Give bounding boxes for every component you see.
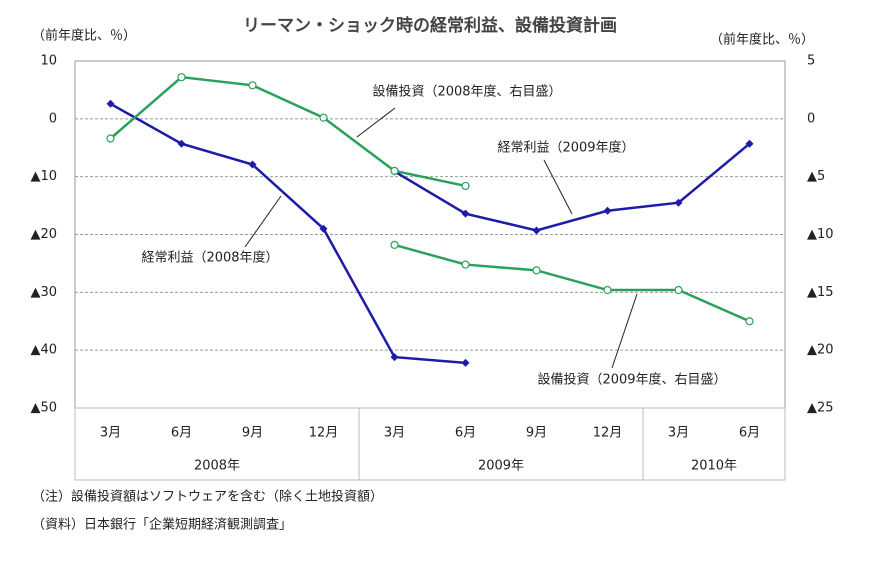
point	[461, 260, 470, 269]
series-line	[109, 102, 466, 365]
x-tick-label: 12月	[593, 426, 623, 441]
y2-tick-label: ▲15	[807, 285, 834, 300]
y2-tick-label: ▲20	[807, 343, 834, 358]
y-axis-label: （前年度比、％）	[32, 28, 136, 44]
y-tick-label: ▲10	[30, 169, 57, 184]
point	[603, 206, 612, 215]
point	[532, 226, 541, 235]
series-label: 経常利益（2008年度）	[141, 250, 278, 266]
point	[106, 134, 115, 143]
point	[603, 285, 612, 295]
y2-tick-label: 0	[807, 111, 815, 126]
series-label: 設備投資（2009年度、右目盛）	[537, 372, 726, 388]
point	[177, 139, 186, 148]
x-group-label: 2008年	[194, 459, 240, 474]
y2-tick-label: 5	[807, 54, 815, 69]
point	[390, 353, 399, 362]
point	[248, 160, 257, 169]
leader-line	[356, 107, 396, 138]
leader-line	[543, 159, 573, 215]
series-line	[394, 243, 751, 323]
point	[390, 240, 399, 250]
point	[461, 181, 470, 191]
point	[674, 285, 683, 295]
point	[319, 224, 328, 233]
point	[106, 99, 115, 108]
x-tick-label: 6月	[739, 426, 760, 441]
y-tick-label: ▲20	[30, 227, 57, 242]
chart-title: リーマン・ショック時の経常利益、設備投資計画	[243, 15, 617, 36]
x-tick-label: 6月	[455, 426, 476, 441]
y2-tick-label: ▲5	[807, 169, 825, 184]
point	[248, 81, 257, 90]
y-tick-label: 10	[40, 54, 57, 69]
y2-axis-label: （前年度比、％）	[710, 32, 814, 48]
point	[461, 358, 470, 367]
x-tick-label: 9月	[526, 426, 547, 441]
point	[745, 139, 754, 148]
y-tick-label: ▲50	[30, 401, 57, 416]
x-tick-label: 6月	[171, 426, 192, 441]
series-line	[393, 142, 751, 232]
series-line	[109, 75, 466, 188]
series-label: 経常利益（2009年度）	[497, 140, 634, 156]
note: （資料）日本銀行「企業短期経済観測調査」	[32, 517, 292, 533]
x-tick-label: 3月	[100, 426, 121, 441]
point	[319, 113, 328, 122]
x-tick-label: 3月	[384, 426, 405, 441]
point	[390, 166, 399, 175]
x-tick-label: 12月	[309, 426, 339, 441]
x-tick-label: 9月	[242, 426, 263, 441]
y-tick-label: ▲40	[30, 343, 57, 358]
leader-line	[611, 293, 638, 369]
x-group-label: 2009年	[478, 459, 524, 474]
series-label: 設備投資（2008年度、右目盛）	[372, 84, 561, 100]
leader-line	[244, 195, 282, 248]
x-tick-label: 3月	[668, 426, 689, 441]
point	[177, 73, 186, 82]
note: （注）設備投資額はソフトウェアを含む（除く土地投資額）	[32, 489, 383, 505]
point	[674, 198, 683, 207]
point	[745, 317, 754, 326]
y2-tick-label: ▲25	[807, 401, 834, 416]
point	[461, 209, 470, 218]
x-axis-frame	[74, 407, 786, 481]
point	[532, 266, 541, 275]
y-tick-label: 0	[49, 111, 57, 126]
y-tick-label: ▲30	[30, 285, 57, 300]
y2-tick-label: ▲10	[807, 227, 834, 242]
x-group-label: 2010年	[691, 459, 737, 474]
